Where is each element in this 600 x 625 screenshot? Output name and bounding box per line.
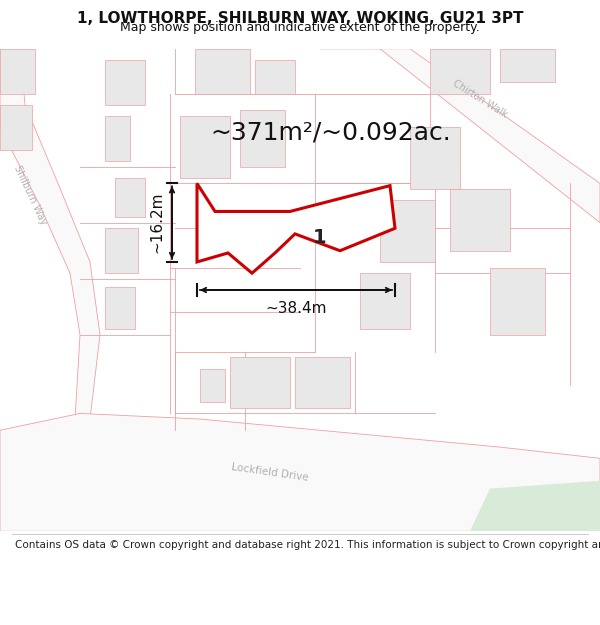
- Polygon shape: [410, 127, 460, 189]
- Polygon shape: [195, 49, 250, 94]
- Polygon shape: [115, 177, 145, 217]
- Polygon shape: [430, 49, 490, 94]
- Text: Map shows position and indicative extent of the property.: Map shows position and indicative extent…: [120, 21, 480, 34]
- Text: 1: 1: [313, 228, 327, 247]
- Text: 1, LOWTHORPE, SHILBURN WAY, WOKING, GU21 3PT: 1, LOWTHORPE, SHILBURN WAY, WOKING, GU21…: [77, 11, 523, 26]
- Polygon shape: [500, 49, 555, 82]
- Polygon shape: [450, 189, 510, 251]
- Polygon shape: [105, 116, 130, 161]
- Text: Lockfield Drive: Lockfield Drive: [231, 462, 309, 483]
- Polygon shape: [320, 49, 600, 222]
- Polygon shape: [295, 357, 350, 408]
- Polygon shape: [105, 60, 145, 105]
- Polygon shape: [0, 49, 100, 419]
- Text: ~38.4m: ~38.4m: [265, 301, 327, 316]
- Polygon shape: [105, 228, 138, 273]
- Polygon shape: [105, 287, 135, 329]
- Text: ~16.2m: ~16.2m: [149, 192, 164, 253]
- Text: Shilburn Way: Shilburn Way: [12, 163, 48, 226]
- Polygon shape: [180, 116, 230, 178]
- Polygon shape: [490, 268, 545, 335]
- Polygon shape: [380, 200, 435, 262]
- Polygon shape: [0, 105, 32, 150]
- Polygon shape: [197, 183, 395, 273]
- Text: Contains OS data © Crown copyright and database right 2021. This information is : Contains OS data © Crown copyright and d…: [15, 539, 600, 550]
- Text: Chirton Walk: Chirton Walk: [451, 79, 509, 120]
- Polygon shape: [230, 357, 290, 408]
- Polygon shape: [240, 111, 285, 167]
- Polygon shape: [0, 49, 35, 94]
- Polygon shape: [255, 60, 295, 94]
- Text: ~371m²/~0.092ac.: ~371m²/~0.092ac.: [210, 121, 451, 145]
- Polygon shape: [200, 369, 225, 402]
- Polygon shape: [360, 273, 410, 329]
- Polygon shape: [470, 481, 600, 531]
- Polygon shape: [0, 413, 600, 531]
